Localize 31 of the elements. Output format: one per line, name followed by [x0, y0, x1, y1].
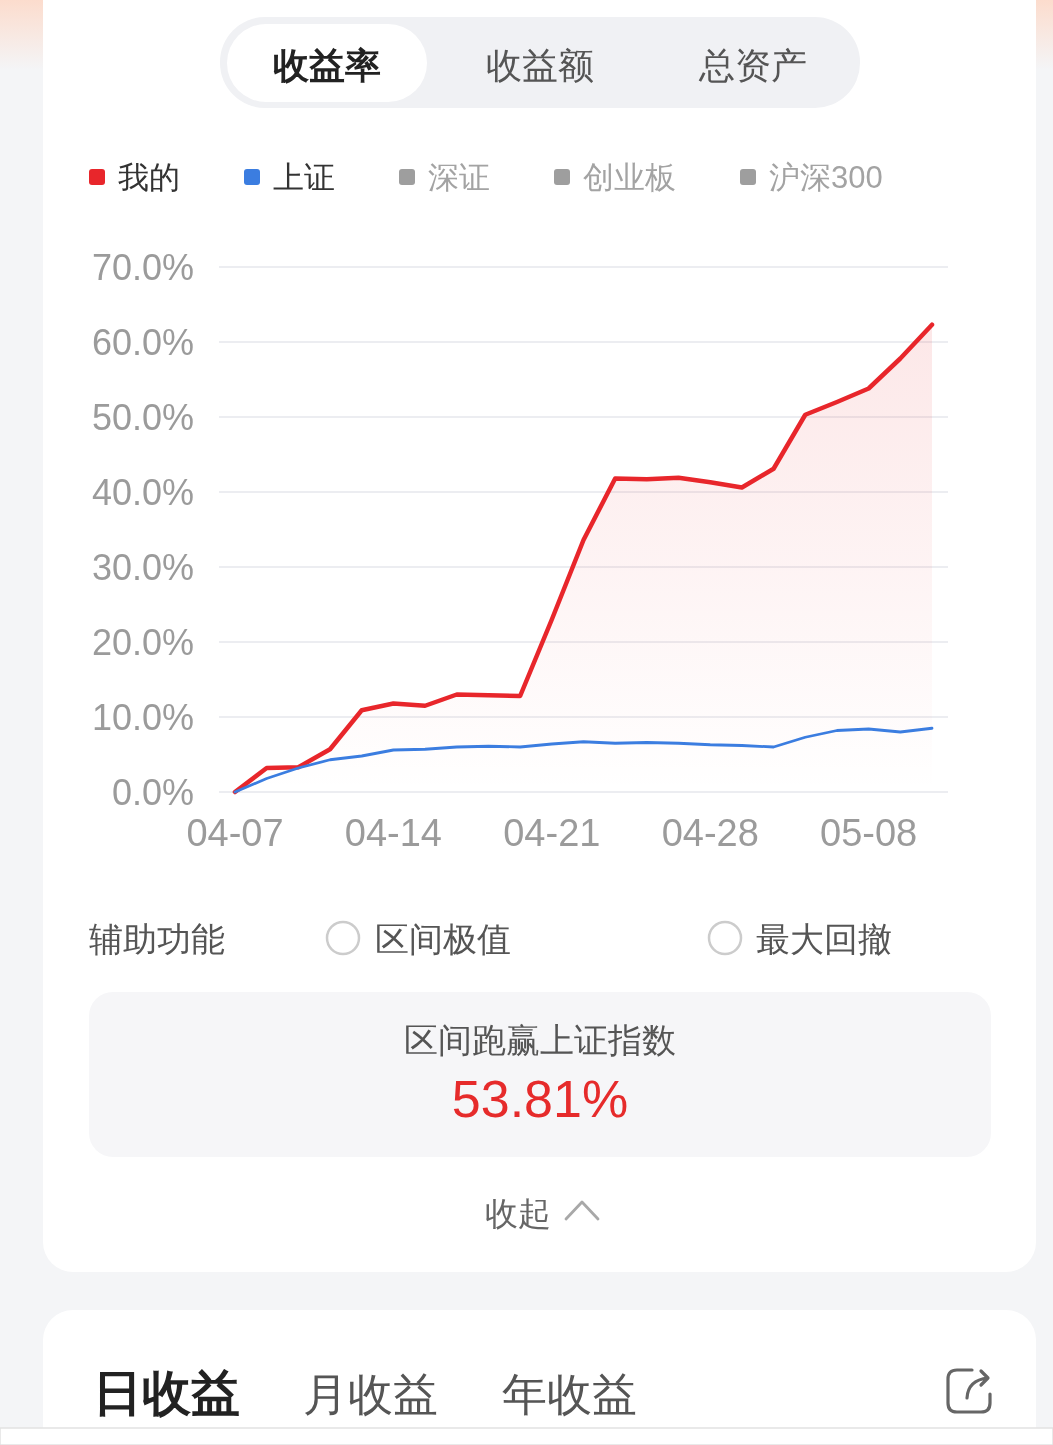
legend-label: 我的: [118, 160, 180, 195]
text: 收益率: [273, 45, 381, 86]
text: 53.81%: [451, 1070, 629, 1128]
legend-label: 创业板: [583, 160, 676, 195]
line-series: [233, 726, 934, 794]
y-tick-label: 0.0%: [111, 772, 194, 813]
text: 年收益: [502, 1369, 637, 1420]
y-tick-label: 40.0%: [91, 472, 194, 513]
y-tick-label: 20.0%: [91, 622, 194, 663]
text: 辅助功能: [89, 920, 225, 958]
y-tick-label: 30.0%: [91, 547, 194, 588]
x-tick-label: 04-21: [503, 812, 601, 854]
y-tick-label: 10.0%: [91, 697, 194, 738]
text: 最大回撤: [756, 920, 892, 958]
y-tick-label: 60.0%: [91, 322, 194, 363]
legend-label: 上证: [273, 160, 335, 195]
legend-label: 深证: [428, 160, 490, 195]
y-tick-label: 70.0%: [91, 247, 194, 288]
text: 日收益: [93, 1366, 240, 1420]
y-tick-label: 50.0%: [91, 397, 194, 438]
text: 收益额: [486, 45, 594, 86]
x-tick-label: 04-14: [344, 812, 443, 854]
x-tick-label: 04-28: [661, 812, 759, 854]
text: 区间跑赢上证指数: [404, 1021, 676, 1059]
text: 收起: [485, 1195, 551, 1232]
text: 区间极值: [375, 920, 511, 958]
text: 总资产: [698, 45, 807, 86]
text: 月收益: [303, 1369, 438, 1420]
legend-label: 沪深300: [769, 160, 883, 195]
x-tick-label: 04-07: [186, 812, 284, 854]
x-tick-label: 05-08: [820, 812, 918, 854]
